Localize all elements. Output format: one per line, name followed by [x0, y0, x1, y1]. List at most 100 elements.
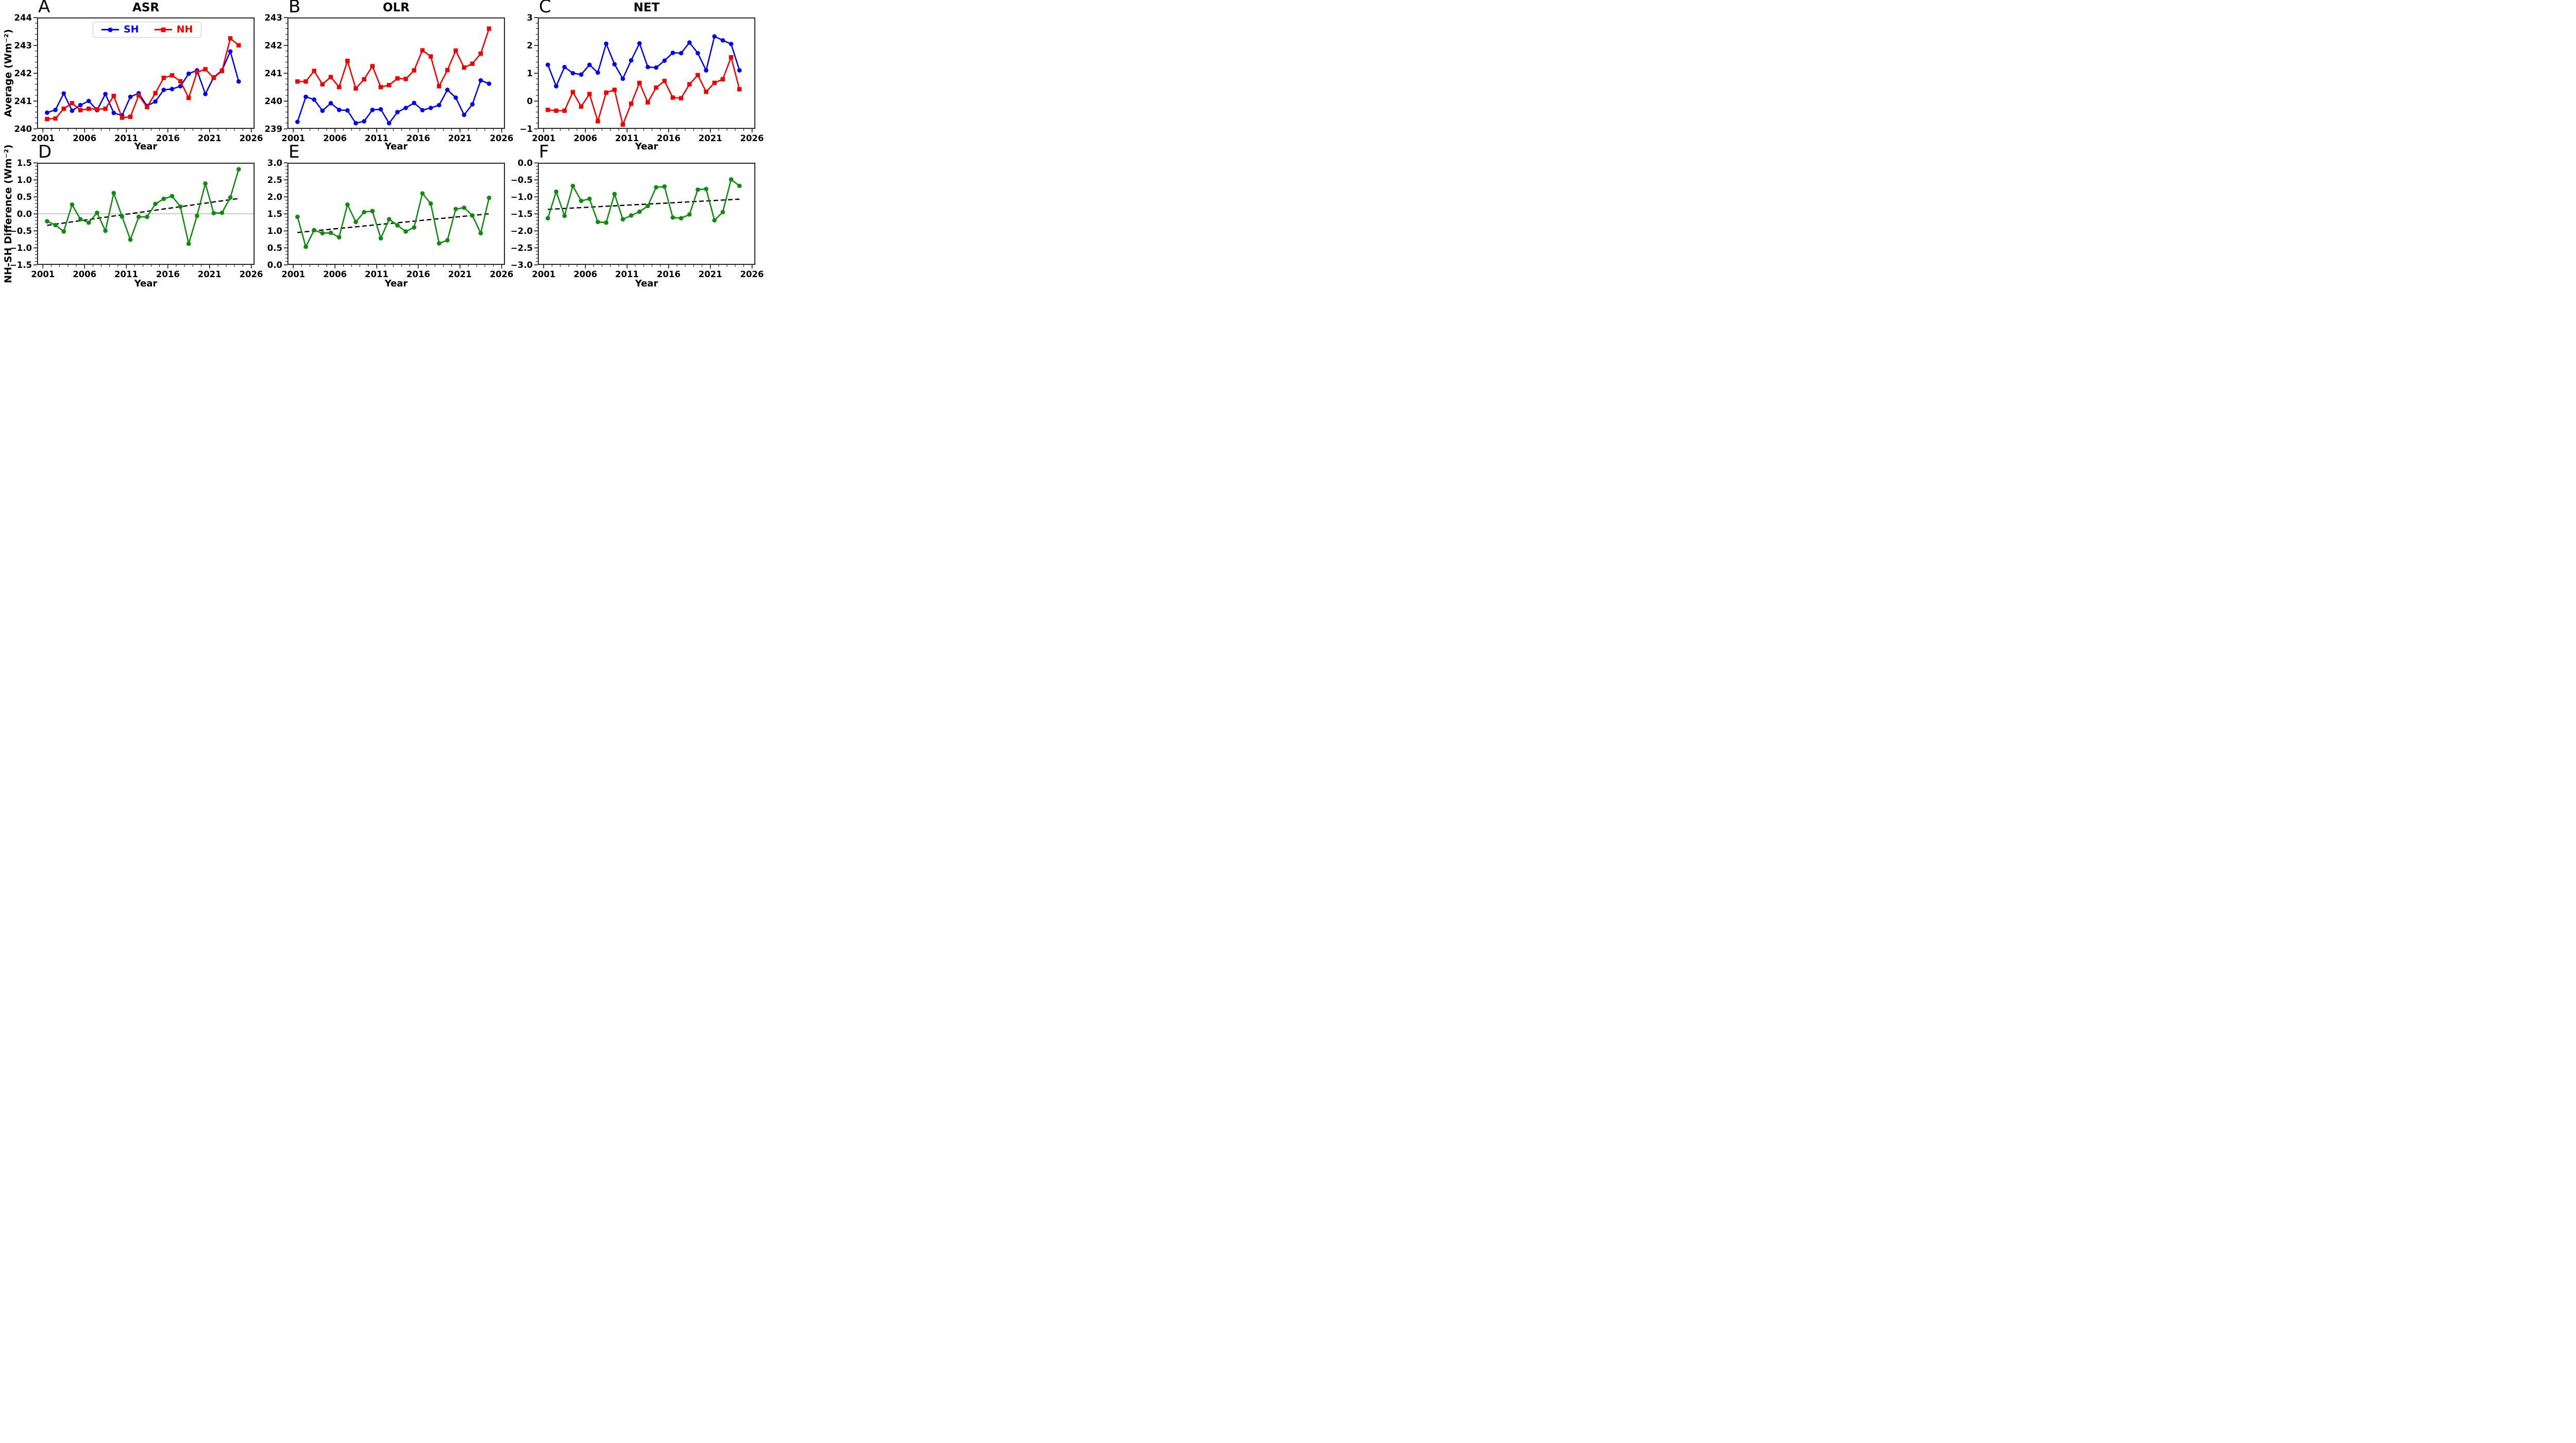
circle-marker — [470, 213, 475, 218]
sh-series — [546, 34, 742, 89]
trend-line — [548, 198, 740, 210]
circle-marker — [228, 49, 233, 54]
y-tick-label: −3.0 — [511, 260, 533, 270]
square-marker — [704, 89, 708, 94]
square-marker — [178, 79, 183, 83]
circle-marker — [579, 198, 584, 203]
circle-marker — [53, 223, 58, 228]
square-marker — [153, 91, 158, 96]
circle-marker — [78, 217, 83, 222]
circle-marker — [328, 101, 333, 106]
circle-marker — [345, 108, 350, 113]
y-tick-label: −0.5 — [511, 175, 533, 185]
circle-marker — [70, 202, 75, 207]
circle-marker — [629, 213, 634, 218]
square-marker — [345, 59, 350, 63]
x-axis-label-year: Year — [134, 278, 158, 288]
legend-item-nh: NH — [154, 25, 193, 35]
x-tick-label: 2016 — [406, 269, 430, 279]
circle-marker — [462, 205, 467, 210]
axis-ticks — [33, 162, 252, 268]
square-marker — [120, 115, 125, 120]
y-tick-label: 2.0 — [267, 192, 282, 202]
circle-marker — [312, 228, 317, 232]
circle-marker — [412, 225, 417, 230]
circle-marker — [378, 236, 383, 241]
y-tick-label: 0.5 — [267, 243, 282, 253]
axes-frame — [537, 17, 756, 129]
x-tick-label: 2021 — [448, 133, 472, 143]
nh-sh-olr-difference-series — [295, 191, 492, 249]
circle-marker — [303, 244, 308, 249]
square-marker — [328, 75, 333, 79]
circle-marker — [178, 84, 183, 89]
circle-marker — [78, 103, 83, 108]
circle-marker — [386, 217, 392, 222]
circle-marker — [386, 121, 392, 126]
square-marker — [312, 69, 316, 73]
circle-marker — [295, 214, 300, 219]
y-axis-label-average: Average (Wm⁻²) — [3, 29, 14, 117]
circle-marker — [662, 58, 667, 63]
square-marker — [679, 96, 684, 100]
square-marker — [145, 105, 149, 110]
circle-marker — [161, 88, 166, 92]
series-line — [47, 38, 240, 120]
series-line — [547, 36, 740, 87]
series-line — [548, 56, 740, 126]
y-tick-label: 2 — [527, 41, 533, 50]
axis-ticks — [534, 17, 753, 132]
square-marker — [487, 26, 492, 31]
y-tick-label: −2.0 — [511, 226, 533, 236]
circle-marker — [670, 50, 675, 55]
axis-ticks — [284, 162, 502, 268]
circle-marker — [562, 213, 567, 218]
circle-marker — [219, 210, 225, 215]
circle-marker — [370, 107, 375, 112]
circle-marker — [161, 196, 166, 201]
circle-marker — [420, 108, 425, 113]
x-tick-label: 2021 — [198, 269, 222, 279]
square-marker — [353, 86, 358, 91]
circle-marker — [203, 92, 208, 96]
square-marker — [211, 75, 216, 80]
circle-marker — [637, 209, 642, 214]
square-marker — [219, 69, 225, 73]
square-marker — [412, 68, 416, 73]
square-marker — [453, 48, 458, 53]
y-tick-label: 0.0 — [518, 158, 533, 168]
circle-marker — [145, 214, 149, 219]
circle-marker — [170, 194, 175, 198]
y-tick-label: 2.5 — [267, 175, 282, 185]
x-tick-label: 2026 — [740, 269, 764, 279]
x-tick-label: 2006 — [573, 269, 597, 279]
circle-marker — [737, 183, 742, 189]
sh-line-sample — [101, 27, 119, 32]
circle-marker — [153, 99, 158, 104]
circle-marker — [620, 76, 625, 81]
circle-marker — [320, 231, 325, 235]
circle-marker — [587, 196, 592, 201]
axes-frame — [37, 17, 255, 129]
circle-marker — [420, 191, 425, 196]
circle-marker — [111, 110, 116, 115]
panel-letter-b: B — [289, 0, 301, 17]
trend-line — [297, 213, 489, 233]
axes-frame — [287, 162, 505, 265]
x-tick-label: 2001 — [31, 133, 55, 143]
square-marker — [437, 84, 442, 89]
square-marker — [554, 108, 558, 113]
circle-marker — [679, 50, 684, 56]
y-tick-label: −2.5 — [511, 243, 533, 253]
square-marker — [303, 79, 308, 84]
circle-marker — [453, 95, 458, 100]
square-marker — [387, 83, 392, 88]
circle-marker — [320, 108, 325, 113]
circle-marker — [295, 120, 300, 124]
circle-marker — [562, 64, 567, 70]
y-tick-label: 241 — [265, 69, 282, 78]
x-tick-label: 2001 — [532, 133, 555, 143]
circle-marker — [620, 217, 625, 222]
circle-marker — [486, 81, 492, 86]
square-marker — [712, 80, 717, 86]
